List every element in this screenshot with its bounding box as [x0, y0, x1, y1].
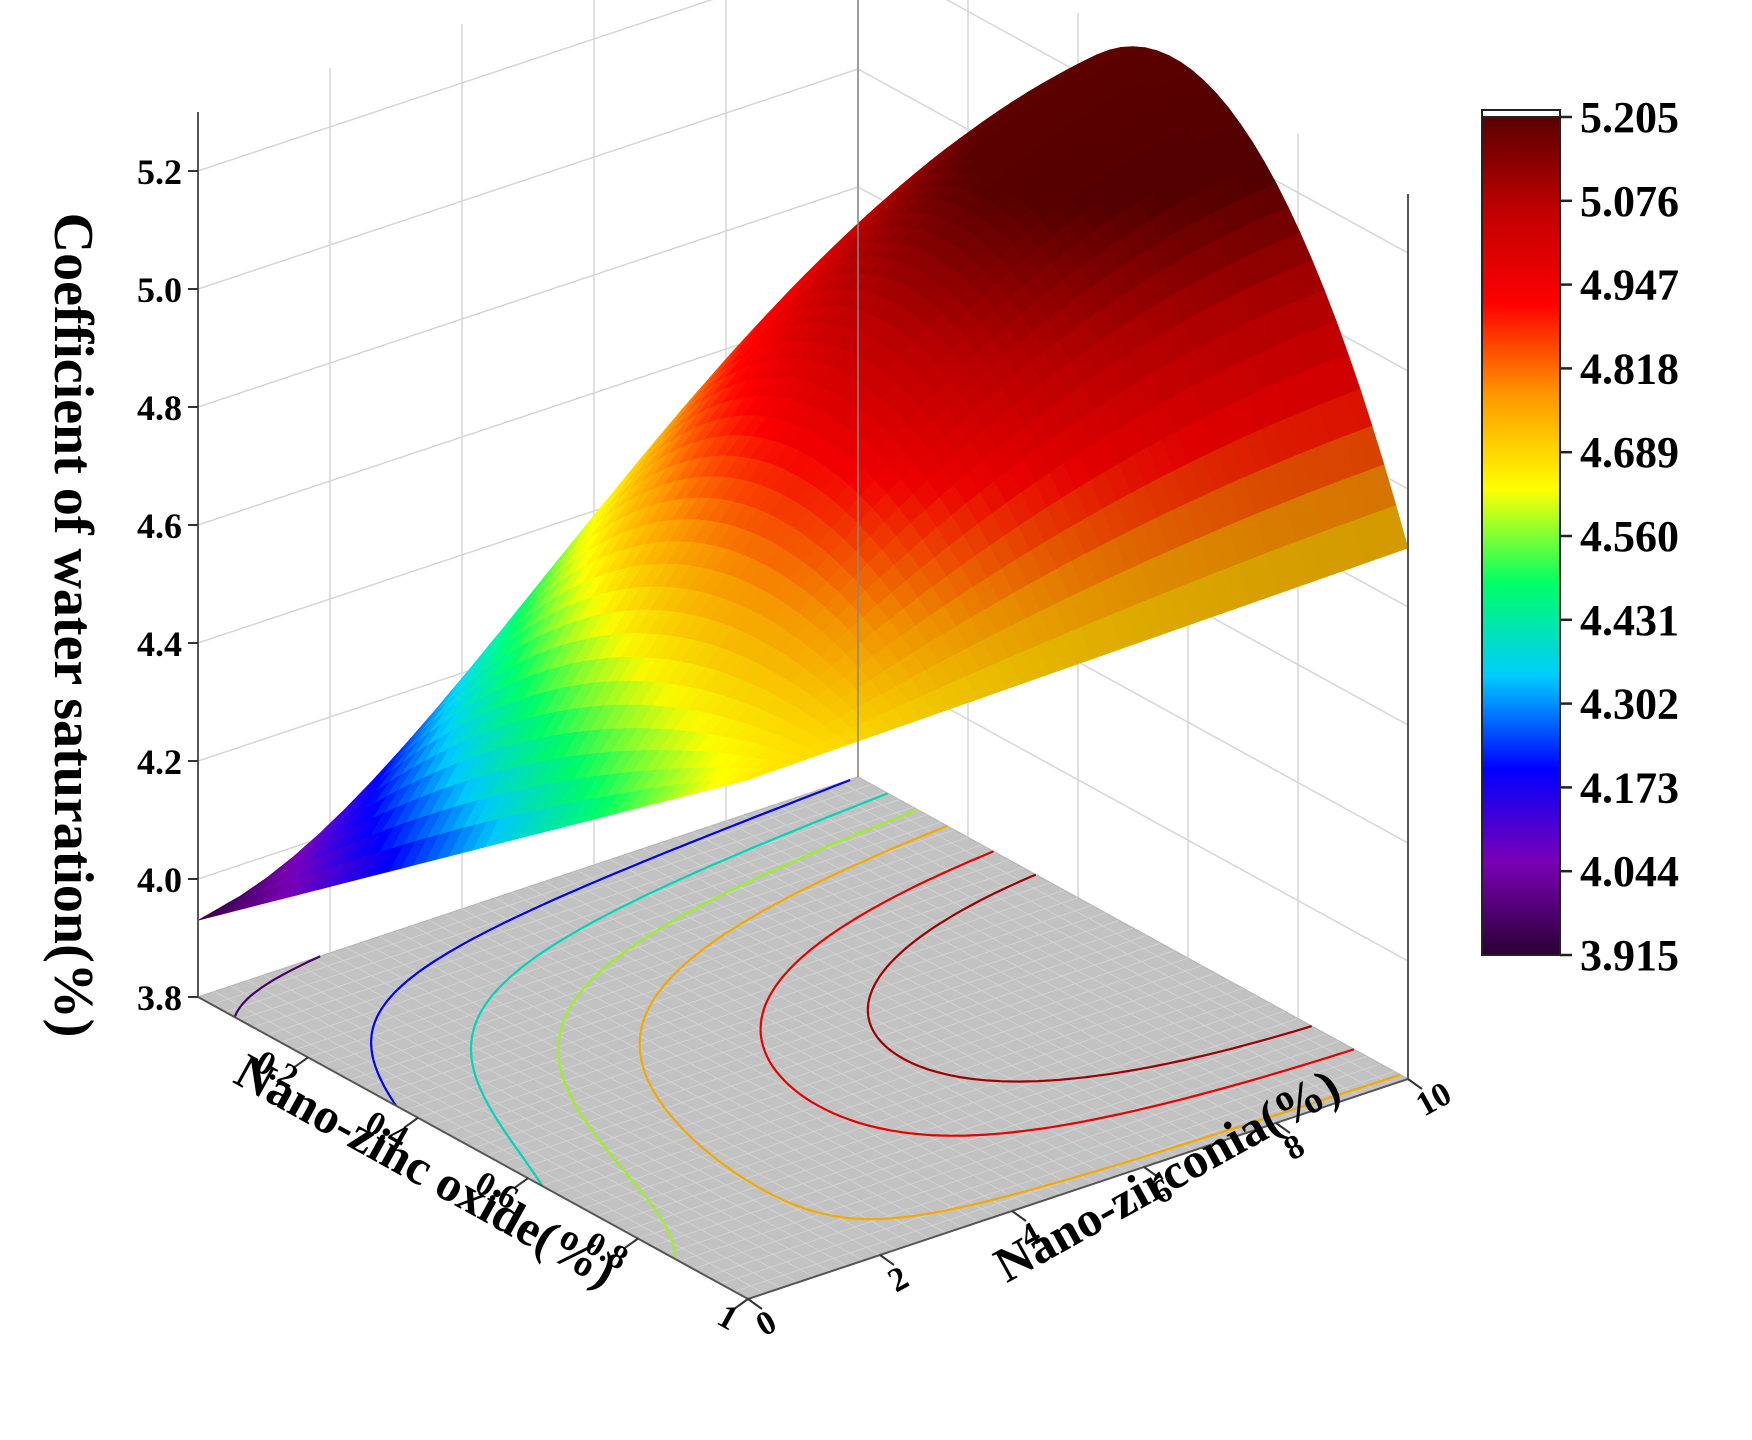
- y-tick: [747, 1298, 763, 1310]
- colorbar-label: 4.818: [1580, 344, 1679, 393]
- floor-gridline: [514, 950, 1175, 1172]
- floor-gridline: [709, 826, 1260, 1129]
- floor-gridline: [676, 837, 1227, 1140]
- z-tick-label: 4.6: [137, 506, 182, 546]
- floor-gridline: [665, 1033, 1326, 1255]
- z-tick-label: 4.2: [137, 742, 182, 782]
- z-axis-title: Coefficient of water saturation(%): [42, 213, 104, 1038]
- z-tick-label: 4.0: [137, 860, 182, 900]
- floor-gridline: [808, 793, 1359, 1096]
- z-tick-label: 5.0: [137, 270, 182, 310]
- colorbar-label: 4.173: [1580, 763, 1679, 812]
- floor-gridline: [486, 935, 1147, 1156]
- contour-line: [638, 824, 1401, 1221]
- x-tick: [513, 1177, 529, 1190]
- floor-gridline: [637, 1018, 1299, 1239]
- floor-gridline: [720, 1063, 1381, 1285]
- floor-gridline: [582, 988, 1244, 1209]
- x-tick: [733, 1298, 749, 1310]
- floor-gridline: [596, 995, 1257, 1217]
- floor-gridline: [626, 853, 1178, 1157]
- floor-gridline: [610, 1003, 1271, 1224]
- floor-edge: [197, 998, 749, 1304]
- floor-gridline: [610, 859, 1161, 1162]
- floor-gridline: [679, 1040, 1340, 1262]
- floor-gridline: [541, 965, 1202, 1187]
- x-tick: [403, 1116, 419, 1129]
- y-tick: [1011, 1210, 1027, 1222]
- z-tick-label: 4.8: [137, 388, 182, 428]
- floor-gridline: [775, 804, 1326, 1107]
- floor-gridline: [500, 942, 1161, 1164]
- y-tick: [879, 1254, 895, 1266]
- colorbar-gradient: [1481, 116, 1561, 956]
- floor-gridline: [577, 870, 1128, 1173]
- y-tick: [1143, 1166, 1159, 1178]
- z-tick-label: 3.8: [137, 978, 182, 1018]
- x-tick: [293, 1056, 309, 1069]
- z-tick-label: 4.4: [137, 624, 182, 664]
- axes-lines: [197, 0, 1409, 1304]
- colorbar-label: 4.947: [1580, 261, 1679, 310]
- floor-gridline: [791, 798, 1343, 1102]
- floor-contours: [233, 778, 1401, 1259]
- colorbar-label: 3.915: [1580, 931, 1679, 980]
- y-tick: [1407, 1078, 1423, 1090]
- colorbar-cap-top: [1481, 109, 1561, 118]
- colorbar-label: 4.689: [1580, 428, 1679, 477]
- floor-gridline: [569, 980, 1230, 1202]
- surface-patch: [735, 774, 763, 784]
- floor-gridline: [758, 809, 1310, 1113]
- y-axis-line: [747, 1078, 1409, 1300]
- floor-gridline: [742, 815, 1293, 1118]
- y-tick-label: 2: [882, 1259, 915, 1300]
- floor-gridline: [706, 1055, 1367, 1277]
- y-tick-label: 0: [750, 1303, 783, 1344]
- floor-gridline: [527, 957, 1189, 1179]
- y-tick-label: 10: [1410, 1075, 1458, 1124]
- colorbar-label: 5.076: [1580, 177, 1679, 226]
- floor-gridline: [560, 875, 1112, 1179]
- floor-gridline: [555, 972, 1216, 1194]
- floor-gridline: [527, 886, 1079, 1190]
- x-axis-line: [197, 996, 749, 1300]
- colorbar: 5.205 5.076 4.947 4.818 4.689 4.560 4.431 4.302…: [1481, 93, 1679, 980]
- y-tick: [1275, 1122, 1291, 1134]
- colorbar-label: 4.431: [1580, 596, 1679, 645]
- floor-gridline: [643, 848, 1194, 1151]
- contour-line: [759, 850, 1355, 1137]
- contour-line: [557, 808, 918, 1259]
- contour-line: [469, 792, 889, 1187]
- contour-line: [233, 955, 321, 1018]
- floor-gridline: [651, 1025, 1312, 1247]
- floor-gridline: [692, 1048, 1354, 1270]
- colorbar-label: 4.044: [1580, 847, 1679, 896]
- contour-line: [866, 873, 1313, 1083]
- z-tick-label: 5.2: [137, 152, 182, 192]
- colorbar-label: 4.560: [1580, 512, 1679, 561]
- colorbar-label: 5.205: [1580, 93, 1679, 142]
- response-surface: [197, 46, 1409, 921]
- contour-line: [370, 778, 851, 1107]
- floor-gridline: [692, 831, 1244, 1135]
- colorbar-label: 4.302: [1580, 680, 1679, 729]
- floor-gridline: [725, 820, 1277, 1124]
- x-tick: [623, 1237, 639, 1250]
- floor-gridline: [624, 1010, 1285, 1232]
- x-tick-label: 1: [711, 1297, 744, 1338]
- floor-gridline: [659, 842, 1211, 1146]
